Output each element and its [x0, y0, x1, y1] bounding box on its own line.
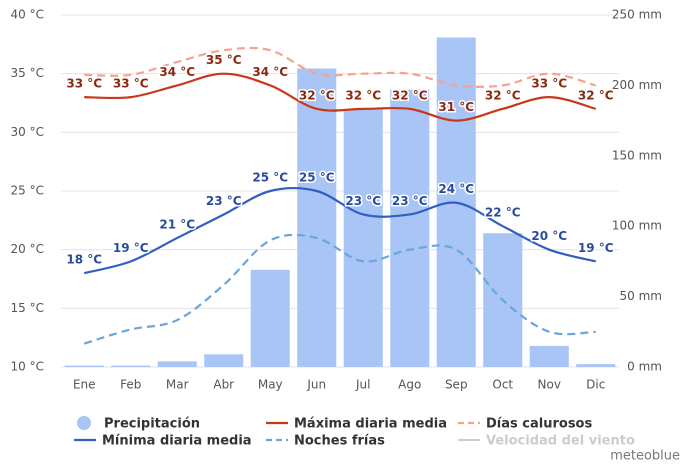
data-label: 24 °C [438, 182, 474, 196]
bar [111, 365, 151, 367]
legend-label: Velocidad del viento [486, 434, 635, 449]
bar [64, 365, 104, 367]
line [84, 72, 597, 122]
x-tick-label: Sep [445, 378, 468, 392]
bar [576, 364, 616, 367]
data-label: 22 °C [485, 206, 521, 220]
x-tick-label: Jul [355, 378, 370, 392]
y-tick-label: 20 °C [11, 242, 44, 256]
x-tick-label: Nov [538, 378, 561, 392]
y-tick-label: 30 °C [11, 125, 44, 139]
line [84, 46, 597, 88]
data-label: 32 °C [299, 88, 335, 102]
data-label: 33 °C [531, 77, 567, 91]
data-label: 23 °C [345, 194, 381, 208]
y2-tick-label: 50 mm [620, 289, 662, 303]
y2-tick-label: 100 mm [612, 219, 662, 233]
data-label: 33 °C [66, 77, 102, 91]
legend-label: Mínima diaria media [102, 434, 252, 449]
y2-tick-label: 0 mm [627, 360, 662, 374]
x-tick-label: May [258, 378, 283, 392]
data-label: 34 °C [159, 65, 195, 79]
data-label: 25 °C [299, 171, 335, 185]
data-label: 31 °C [438, 100, 474, 114]
x-tick-label: Ene [73, 378, 96, 392]
bar [390, 89, 430, 368]
x-tick-label: Feb [120, 378, 141, 392]
y-tick-label: 40 °C [11, 8, 44, 22]
data-label: 23 °C [206, 194, 242, 208]
data-label: 34 °C [252, 65, 288, 79]
x-tick-label: Ago [398, 378, 421, 392]
data-label: 35 °C [206, 53, 242, 67]
credit: meteoblue [610, 449, 680, 464]
data-label: 21 °C [159, 217, 195, 231]
bar [343, 109, 383, 367]
y2-tick-label: 250 mm [612, 8, 662, 22]
line [83, 233, 596, 345]
bar [204, 354, 244, 367]
data-label: 19 °C [578, 241, 614, 255]
y-tick-label: 35 °C [11, 66, 44, 80]
x-tick-label: Mar [166, 378, 189, 392]
data-label: 18 °C [66, 253, 102, 267]
data-label: 19 °C [113, 241, 149, 255]
y2-tick-label: 200 mm [612, 78, 662, 92]
data-label: 32 °C [392, 88, 428, 102]
x-tick-label: Oct [492, 378, 513, 392]
y2-tick-label: 150 mm [612, 148, 662, 162]
data-label: 25 °C [252, 171, 288, 185]
data-label: 33 °C [113, 77, 149, 91]
data-label: 32 °C [485, 88, 521, 102]
legend-label: Noches frías [294, 434, 385, 449]
data-label: 20 °C [531, 229, 567, 243]
bar [529, 345, 569, 367]
bar [157, 361, 197, 367]
data-label: 32 °C [578, 88, 614, 102]
x-tick-label: Abr [213, 378, 234, 392]
bar [250, 269, 290, 367]
legend-label: Máxima diaria media [294, 417, 447, 432]
legend-marker [77, 416, 91, 430]
x-tick-label: Dic [586, 378, 605, 392]
line [83, 186, 597, 275]
legend-label: Precipitación [104, 417, 200, 432]
x-tick-label: Jun [306, 378, 326, 392]
bar [297, 68, 337, 367]
y-tick-label: 25 °C [11, 184, 44, 198]
y-tick-label: 15 °C [11, 301, 44, 315]
legend-label: Días calurosos [486, 417, 592, 432]
data-label: 23 °C [392, 194, 428, 208]
y-tick-label: 10 °C [11, 360, 44, 374]
data-label: 32 °C [345, 88, 381, 102]
